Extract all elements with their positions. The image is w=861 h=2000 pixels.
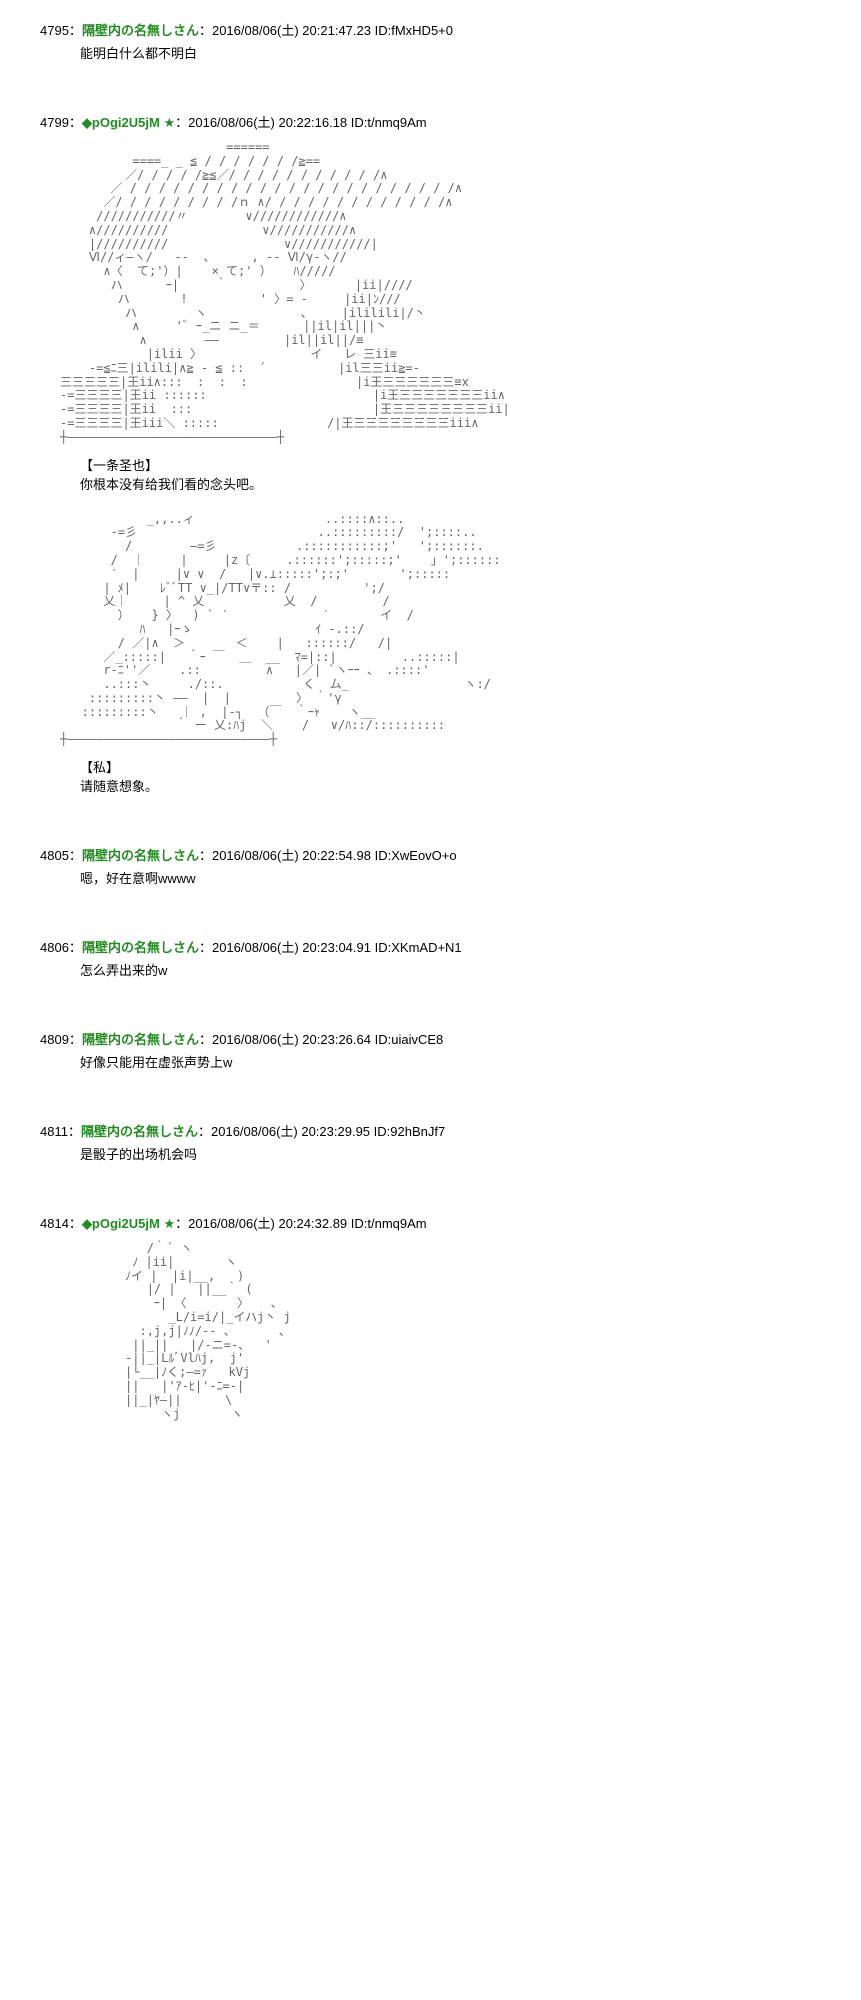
post: 4814：◆pOgi2U5jM ★：2016/08/06(土) 20:24:32…	[40, 1213, 821, 1421]
post-number: 4806	[40, 940, 69, 955]
ascii-art: _,,..ィ ..::::∧::.. -=彡 ..:::::::::/ ';::…	[60, 513, 821, 748]
post-body: 嗯，好在意啊wwww	[80, 868, 821, 887]
post: 4806：隔壁内の名無しさん：2016/08/06(土) 20:23:04.91…	[40, 937, 821, 979]
separator: ：	[69, 848, 82, 863]
post-tripcode[interactable]: ◆pOgi2U5jM	[82, 1216, 160, 1231]
post-header: 4806：隔壁内の名無しさん：2016/08/06(土) 20:23:04.91…	[40, 937, 821, 956]
aa-caption: 【私】请随意想象。	[80, 757, 821, 795]
post-id[interactable]: ID:fMxHD5+0	[375, 23, 453, 38]
post-id[interactable]: ID:XKmAD+N1	[375, 940, 462, 955]
separator: ：	[69, 23, 82, 38]
post-number: 4809	[40, 1032, 69, 1047]
post-header: 4809：隔壁内の名無しさん：2016/08/06(土) 20:23:26.64…	[40, 1029, 821, 1048]
post: 4799：◆pOgi2U5jM ★：2016/08/06(土) 20:22:16…	[40, 112, 821, 795]
separator: ：	[69, 940, 82, 955]
separator: ：	[175, 1216, 188, 1231]
separator: ：	[69, 1216, 82, 1231]
post-number: 4811	[40, 1124, 68, 1139]
post-number: 4795	[40, 23, 69, 38]
separator: ：	[69, 115, 82, 130]
post-header: 4795：隔壁内の名無しさん：2016/08/06(土) 20:21:47.23…	[40, 20, 821, 39]
separator: ：	[199, 848, 212, 863]
post-name[interactable]: 隔壁内の名無しさん	[82, 848, 199, 863]
post: 4809：隔壁内の名無しさん：2016/08/06(土) 20:23:26.64…	[40, 1029, 821, 1071]
separator: ：	[199, 940, 212, 955]
post-tripcode[interactable]: ◆pOgi2U5jM	[82, 115, 160, 130]
post: 4805：隔壁内の名無しさん：2016/08/06(土) 20:22:54.98…	[40, 845, 821, 887]
post-name[interactable]: 隔壁内の名無しさん	[82, 1032, 199, 1047]
separator: ：	[199, 23, 212, 38]
post-name[interactable]: 隔壁内の名無しさん	[81, 1124, 198, 1139]
post-date: 2016/08/06(土) 20:22:54.98	[212, 848, 371, 863]
star-icon: ★	[160, 1216, 175, 1231]
post-date: 2016/08/06(土) 20:23:04.91	[212, 940, 371, 955]
post-date: 2016/08/06(土) 20:21:47.23	[212, 23, 371, 38]
post-number: 4799	[40, 115, 69, 130]
post-header: 4814：◆pOgi2U5jM ★：2016/08/06(土) 20:24:32…	[40, 1213, 821, 1232]
post-body: 能明白什么都不明白	[80, 43, 821, 62]
aa-line: 你根本没有给我们看的念头吧。	[80, 474, 821, 493]
post-name[interactable]: 隔壁内の名無しさん	[82, 940, 199, 955]
post-id[interactable]: ID:t/nmq9Am	[351, 1216, 427, 1231]
aa-speaker: 【私】	[80, 757, 821, 776]
post-date: 2016/08/06(土) 20:22:16.18	[188, 115, 347, 130]
post-id[interactable]: ID:92hBnJf7	[374, 1124, 446, 1139]
ascii-art: /｀´ ヽ ﾉ |ii| ヽ ﾉイ | |i|__, ) |/ | ||__｀ …	[60, 1242, 821, 1421]
post-body: 好像只能用在虚张声势上w	[80, 1052, 821, 1071]
separator: ：	[199, 1032, 212, 1047]
post-name[interactable]: 隔壁内の名無しさん	[82, 23, 199, 38]
post-date: 2016/08/06(土) 20:24:32.89	[188, 1216, 347, 1231]
post-id[interactable]: ID:uiaivCE8	[375, 1032, 444, 1047]
post-header: 4805：隔壁内の名無しさん：2016/08/06(土) 20:22:54.98…	[40, 845, 821, 864]
post: 4795：隔壁内の名無しさん：2016/08/06(土) 20:21:47.23…	[40, 20, 821, 62]
post-id[interactable]: ID:XwEovO+o	[375, 848, 457, 863]
post-body: 是骰子的出场机会吗	[80, 1144, 821, 1163]
post-number: 4805	[40, 848, 69, 863]
post-body: 怎么弄出来的w	[80, 960, 821, 979]
aa-line: 请随意想象。	[80, 776, 821, 795]
aa-caption: 【一条圣也】你根本没有给我们看的念头吧。	[80, 455, 821, 493]
separator: ：	[175, 115, 188, 130]
separator: ：	[198, 1124, 211, 1139]
post-date: 2016/08/06(土) 20:23:29.95	[211, 1124, 370, 1139]
aa-speaker: 【一条圣也】	[80, 455, 821, 474]
separator: ：	[68, 1124, 81, 1139]
post-number: 4814	[40, 1216, 69, 1231]
post-header: 4799：◆pOgi2U5jM ★：2016/08/06(土) 20:22:16…	[40, 112, 821, 131]
post-id[interactable]: ID:t/nmq9Am	[351, 115, 427, 130]
post-header: 4811：隔壁内の名無しさん：2016/08/06(土) 20:23:29.95…	[40, 1121, 821, 1140]
post-date: 2016/08/06(土) 20:23:26.64	[212, 1032, 371, 1047]
post: 4811：隔壁内の名無しさん：2016/08/06(土) 20:23:29.95…	[40, 1121, 821, 1163]
star-icon: ★	[160, 115, 175, 130]
ascii-art: ====== ====_ _ ≦ / / / / / / /≧== ／/ / /…	[60, 141, 821, 445]
separator: ：	[69, 1032, 82, 1047]
